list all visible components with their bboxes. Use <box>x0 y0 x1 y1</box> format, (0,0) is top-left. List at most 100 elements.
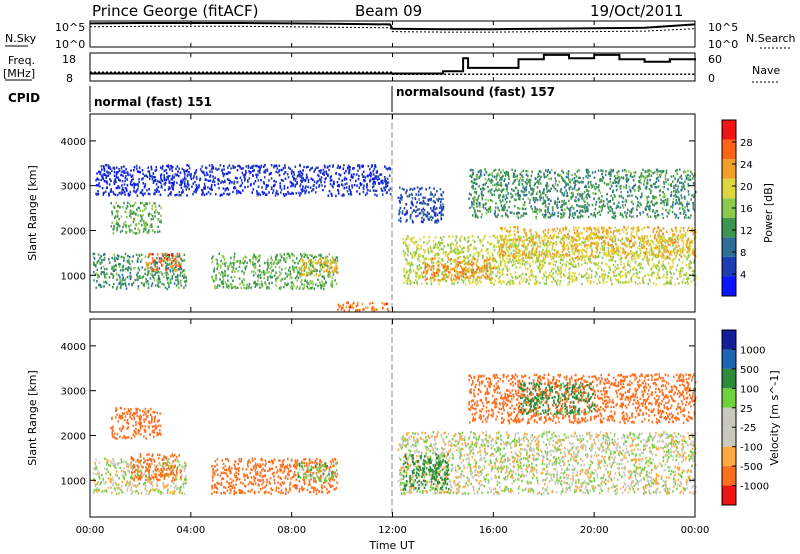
power-data-cell <box>318 170 321 173</box>
power-data-cell <box>658 260 660 263</box>
power-data-cell <box>494 279 497 282</box>
power-data-cell <box>595 200 598 204</box>
power-data-cell <box>337 192 340 195</box>
power-data-cell <box>307 178 310 182</box>
power-data-cell <box>643 245 645 248</box>
power-data-cell <box>152 179 155 183</box>
power-data-cell <box>113 206 116 209</box>
power-data-cell <box>103 285 105 288</box>
power-data-cell <box>180 180 182 184</box>
power-data-cell <box>485 249 488 252</box>
power-data-cell <box>116 229 118 232</box>
power-data-cell <box>650 170 652 173</box>
power-data-cell <box>305 263 308 267</box>
power-data-cell <box>110 189 112 192</box>
power-data-cell <box>469 263 472 266</box>
power-data-cell <box>508 238 511 241</box>
power-data-cell <box>457 264 459 267</box>
power-data-cell <box>402 249 405 253</box>
power-data-cell <box>677 195 679 199</box>
power-data-cell <box>151 205 154 208</box>
power-data-cell <box>301 264 304 267</box>
power-data-cell <box>622 247 625 251</box>
power-data-cell <box>362 175 364 178</box>
power-data-cell <box>432 261 435 265</box>
power-data-cell <box>453 267 456 271</box>
power-data-cell <box>332 164 334 167</box>
power-data-cell <box>523 230 526 233</box>
power-data-cell <box>619 281 622 284</box>
power-data-cell <box>636 229 639 232</box>
power-data-cell <box>278 164 281 167</box>
power-data-cell <box>167 273 170 276</box>
power-data-cell <box>156 279 158 282</box>
power-data-cell <box>636 275 638 278</box>
power-data-cell <box>293 268 295 272</box>
power-data-cell <box>209 192 212 196</box>
power-data-cell <box>169 187 171 190</box>
power-data-cell <box>539 281 541 285</box>
power-data-cell <box>460 235 463 238</box>
power-data-cell <box>511 279 513 283</box>
power-data-cell <box>608 252 610 255</box>
power-data-cell <box>113 174 116 178</box>
power-data-cell <box>305 166 308 169</box>
power-data-cell <box>632 252 634 255</box>
power-data-cell <box>522 280 524 283</box>
power-data-cell <box>337 164 339 167</box>
power-data-cell <box>353 167 355 170</box>
power-data-cell <box>514 275 517 278</box>
power-data-cell <box>486 248 488 251</box>
power-data-cell <box>216 259 218 262</box>
power-data-cell <box>432 265 435 268</box>
power-data-cell <box>416 267 419 270</box>
power-data-cell <box>187 164 190 167</box>
power-data-cell <box>560 241 563 245</box>
power-data-cell <box>115 201 118 204</box>
power-data-cell <box>573 275 576 278</box>
power-data-cell <box>618 232 621 235</box>
power-data-cell <box>577 262 579 265</box>
power-data-cell <box>150 253 152 256</box>
power-data-cell <box>282 167 285 170</box>
power-data-cell <box>653 263 656 266</box>
power-data-cell <box>685 273 687 277</box>
power-data-cell <box>488 275 490 279</box>
power-data-cell <box>101 187 104 190</box>
power-data-cell <box>417 255 420 258</box>
power-data-cell <box>487 277 489 280</box>
power-data-cell <box>616 267 618 270</box>
power-data-cell <box>482 206 485 209</box>
power-data-cell <box>181 167 184 171</box>
power-data-cell <box>513 226 515 229</box>
power-data-cell <box>311 166 314 170</box>
power-data-cell <box>433 254 436 257</box>
power-data-cell <box>117 176 119 179</box>
power-data-cell <box>539 245 542 248</box>
power-data-cell <box>309 287 312 290</box>
power-data-cell <box>330 282 332 285</box>
power-data-cell <box>586 207 588 210</box>
power-data-cell <box>428 235 430 239</box>
power-data-cell <box>488 266 491 269</box>
power-data-cell <box>433 279 435 282</box>
power-data-cell <box>302 169 304 172</box>
power-data-cell <box>586 268 589 271</box>
power-data-cell <box>174 275 177 279</box>
power-data-cell <box>248 282 251 286</box>
power-data-cell <box>148 261 150 265</box>
power-data-cell <box>544 282 546 285</box>
power-data-cell <box>485 267 488 270</box>
power-data-cell <box>116 254 119 257</box>
power-data-cell <box>690 239 693 243</box>
power-data-cell <box>104 275 106 279</box>
power-data-cell <box>428 264 431 268</box>
power-data-cell <box>618 229 621 232</box>
power-data-cell <box>576 255 579 258</box>
power-data-cell <box>570 191 573 195</box>
power-data-cell <box>657 264 659 267</box>
power-data-cell <box>174 194 177 197</box>
power-data-cell <box>637 226 640 229</box>
power-data-cell <box>384 176 386 179</box>
power-data-cell <box>567 276 570 279</box>
